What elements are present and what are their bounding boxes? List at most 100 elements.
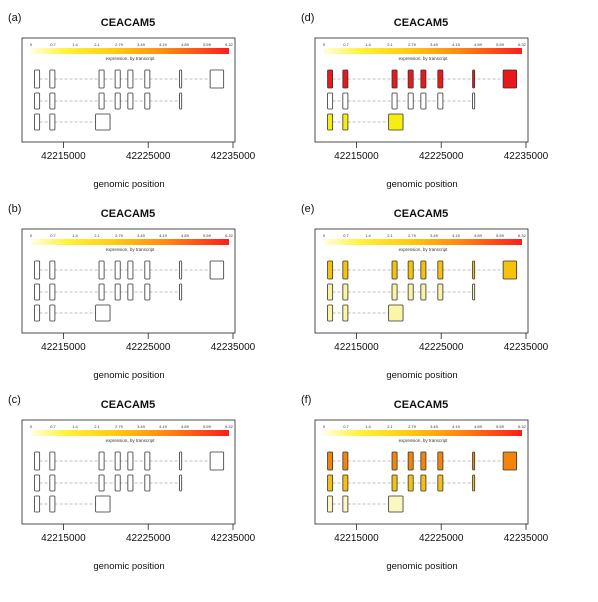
legend-tick-label: 0.7 bbox=[343, 233, 349, 238]
panel-label: (a) bbox=[8, 12, 21, 24]
exon bbox=[34, 283, 41, 301]
legend-caption: expression, by transcript bbox=[106, 56, 156, 61]
legend-tick-label: 3.49 bbox=[137, 233, 146, 238]
exon bbox=[327, 474, 334, 492]
legend-tick-label: 0 bbox=[323, 424, 326, 429]
legend-tick-label: 1.4 bbox=[365, 42, 371, 47]
exon bbox=[342, 69, 349, 89]
exon bbox=[437, 451, 444, 471]
exon bbox=[114, 283, 121, 301]
exon bbox=[34, 451, 41, 471]
exon bbox=[127, 474, 134, 492]
exon bbox=[144, 283, 151, 301]
exon bbox=[502, 260, 518, 280]
legend-tick-label: 3.49 bbox=[137, 424, 146, 429]
legend-tick-label: 3.49 bbox=[430, 424, 439, 429]
exon bbox=[49, 69, 56, 89]
legend-colorbar bbox=[324, 239, 522, 245]
exon bbox=[49, 92, 56, 110]
x-axis-label: genomic position bbox=[386, 561, 457, 572]
x-axis-label: genomic position bbox=[386, 179, 457, 190]
panel-title: CEACAM5 bbox=[394, 399, 448, 411]
panel-title: CEACAM5 bbox=[101, 208, 155, 220]
panel-label: (b) bbox=[8, 203, 21, 215]
exon bbox=[391, 474, 398, 492]
x-tick-label: 42215000 bbox=[334, 533, 379, 544]
exon bbox=[49, 260, 56, 280]
x-tick-label: 42225000 bbox=[419, 151, 464, 162]
legend-tick-label: 1.4 bbox=[365, 233, 371, 238]
exon bbox=[342, 495, 349, 513]
panel-d: (d) CEACAM5 0 0.7 1.4 2.1 2.79 3.49 4.19 4.89 5.59… bbox=[301, 12, 549, 190]
panel-title: CEACAM5 bbox=[101, 399, 155, 411]
exon bbox=[49, 474, 56, 492]
exon bbox=[144, 451, 151, 471]
legend-tick-label: 4.19 bbox=[452, 42, 461, 47]
x-tick-label: 42215000 bbox=[334, 151, 379, 162]
plot-frame bbox=[21, 419, 236, 525]
legend-tick-label: 0 bbox=[30, 42, 33, 47]
exon bbox=[472, 451, 476, 471]
exon bbox=[127, 283, 134, 301]
exon bbox=[420, 474, 427, 492]
exon bbox=[472, 69, 476, 89]
exon bbox=[98, 69, 105, 89]
legend-caption: expression, by transcript bbox=[399, 56, 449, 61]
legend-tick-label: 2.1 bbox=[94, 424, 100, 429]
plot-frame bbox=[21, 228, 236, 334]
legend-caption: expression, by transcript bbox=[399, 438, 449, 443]
x-axis-label: genomic position bbox=[93, 179, 164, 190]
exon bbox=[114, 92, 121, 110]
exon bbox=[95, 304, 111, 322]
exon bbox=[95, 495, 111, 513]
panel-title: CEACAM5 bbox=[394, 208, 448, 220]
exon bbox=[472, 474, 476, 492]
legend-tick-label: 0.7 bbox=[50, 42, 56, 47]
exon bbox=[95, 113, 111, 131]
legend-tick-label: 0.7 bbox=[50, 233, 56, 238]
legend-tick-label: 6.32 bbox=[225, 42, 234, 47]
legend-caption: expression, by transcript bbox=[106, 247, 156, 252]
exon bbox=[49, 304, 56, 322]
x-tick-label: 42225000 bbox=[126, 533, 171, 544]
panel-b: (b) CEACAM5 0 0.7 1.4 2.1 2.79 3.49 4.19 4.89 5.59… bbox=[8, 203, 256, 381]
legend-tick-label: 4.89 bbox=[181, 233, 190, 238]
exon bbox=[407, 283, 414, 301]
exon bbox=[179, 474, 183, 492]
legend-tick-label: 5.59 bbox=[496, 42, 505, 47]
legend-tick-label: 3.49 bbox=[430, 42, 439, 47]
exon bbox=[472, 92, 476, 110]
exon bbox=[407, 451, 414, 471]
exon bbox=[391, 260, 398, 280]
x-tick-label: 42235000 bbox=[504, 151, 549, 162]
x-axis-label: genomic position bbox=[386, 370, 457, 381]
exon bbox=[179, 283, 183, 301]
legend-tick-label: 2.79 bbox=[115, 424, 124, 429]
exon bbox=[407, 260, 414, 280]
plot-frame bbox=[21, 37, 236, 143]
panel-c: (c) CEACAM5 0 0.7 1.4 2.1 2.79 3.49 4.19 4.89 5.59… bbox=[8, 394, 256, 572]
exon bbox=[127, 92, 134, 110]
exon bbox=[327, 283, 334, 301]
exon bbox=[437, 69, 444, 89]
exon bbox=[502, 451, 518, 471]
exon bbox=[114, 260, 121, 280]
x-tick-label: 42215000 bbox=[41, 151, 86, 162]
exon bbox=[127, 69, 134, 89]
exon bbox=[391, 92, 398, 110]
x-tick-label: 42225000 bbox=[126, 151, 171, 162]
legend-tick-label: 5.59 bbox=[496, 424, 505, 429]
exon bbox=[420, 260, 427, 280]
x-tick-label: 42215000 bbox=[334, 342, 379, 353]
x-tick-label: 42215000 bbox=[41, 342, 86, 353]
x-tick-label: 42235000 bbox=[211, 151, 256, 162]
legend-tick-label: 4.19 bbox=[452, 424, 461, 429]
exon bbox=[49, 283, 56, 301]
exon bbox=[437, 283, 444, 301]
legend-tick-label: 2.1 bbox=[387, 42, 393, 47]
exon bbox=[391, 451, 398, 471]
exon bbox=[391, 69, 398, 89]
legend-tick-label: 4.89 bbox=[181, 42, 190, 47]
legend-tick-label: 5.59 bbox=[496, 233, 505, 238]
legend-tick-label: 4.89 bbox=[474, 424, 483, 429]
